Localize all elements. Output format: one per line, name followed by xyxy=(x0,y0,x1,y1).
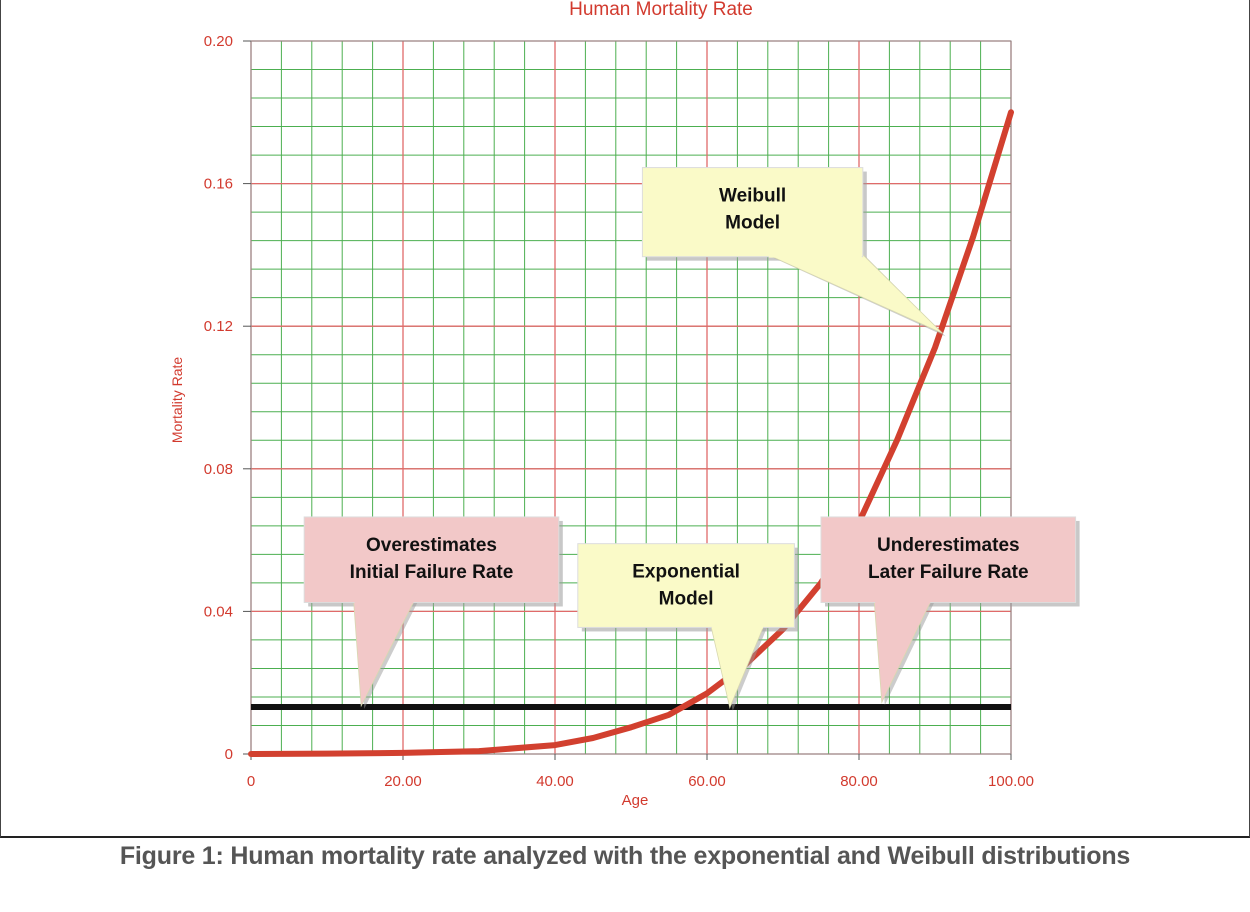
callout-box xyxy=(577,543,795,628)
y-tick-label: 0.12 xyxy=(204,318,233,335)
weibull-model-curve xyxy=(248,109,1014,757)
y-axis-label: Mortality Rate xyxy=(169,357,185,444)
callout-weibull-yellow: Weibull Model xyxy=(641,167,946,337)
x-axis-label: Age xyxy=(622,792,649,809)
x-tick-label: 40.00 xyxy=(536,773,574,790)
axes: 0 20.00 40.00 60.00 80.00 100.00 0 0.04 0.08 0.12… xyxy=(204,33,1034,790)
plot-border xyxy=(250,40,1012,755)
x-tick-label: 60.00 xyxy=(688,773,726,790)
callout-box xyxy=(820,516,1077,603)
callout-pointer-shadow xyxy=(770,256,946,337)
callout-overestimates-pink: Overestimates Initial Failure Rate xyxy=(303,516,563,709)
y-tick-label: 0.08 xyxy=(204,461,233,478)
callout-text-line: Model xyxy=(725,213,780,234)
callout-box xyxy=(303,516,560,603)
x-tick-label: 0 xyxy=(247,773,255,790)
y-tick-label: 0 xyxy=(225,746,233,763)
callout-text-line: Initial Failure Rate xyxy=(350,562,514,583)
y-tick-label: 0.20 xyxy=(204,33,233,50)
callout-text-line: Later Failure Rate xyxy=(868,562,1029,583)
callout-text-line: Exponential xyxy=(632,562,740,583)
annotations: Weibull Model Overestimates Initial Failure… xyxy=(303,167,1080,711)
figure-frame: Human Mortality Rate Mortality Rate Age … xyxy=(0,0,1250,838)
series xyxy=(248,109,1014,757)
chart: Human Mortality Rate Mortality Rate Age … xyxy=(169,0,1080,809)
x-tick-label: 80.00 xyxy=(840,773,878,790)
callout-underestimates-pink: Underestimates Later Failure Rate xyxy=(820,516,1080,706)
callout-text-line: Model xyxy=(659,589,714,610)
callout-text-line: Underestimates xyxy=(877,535,1020,556)
callout-text-line: Weibull xyxy=(719,186,786,207)
callout-exponential-yellow: Exponential Model xyxy=(577,543,799,711)
figure-caption: Figure 1: Human mortality rate analyzed … xyxy=(119,842,1131,870)
callout-box xyxy=(641,167,864,258)
y-tick-label: 0.16 xyxy=(204,176,233,193)
x-tick-label: 20.00 xyxy=(384,773,422,790)
x-tick-label: 100.00 xyxy=(988,773,1034,790)
callout-text-line: Overestimates xyxy=(366,535,497,556)
chart-title: Human Mortality Rate xyxy=(569,0,753,20)
y-tick-label: 0.04 xyxy=(204,603,233,620)
